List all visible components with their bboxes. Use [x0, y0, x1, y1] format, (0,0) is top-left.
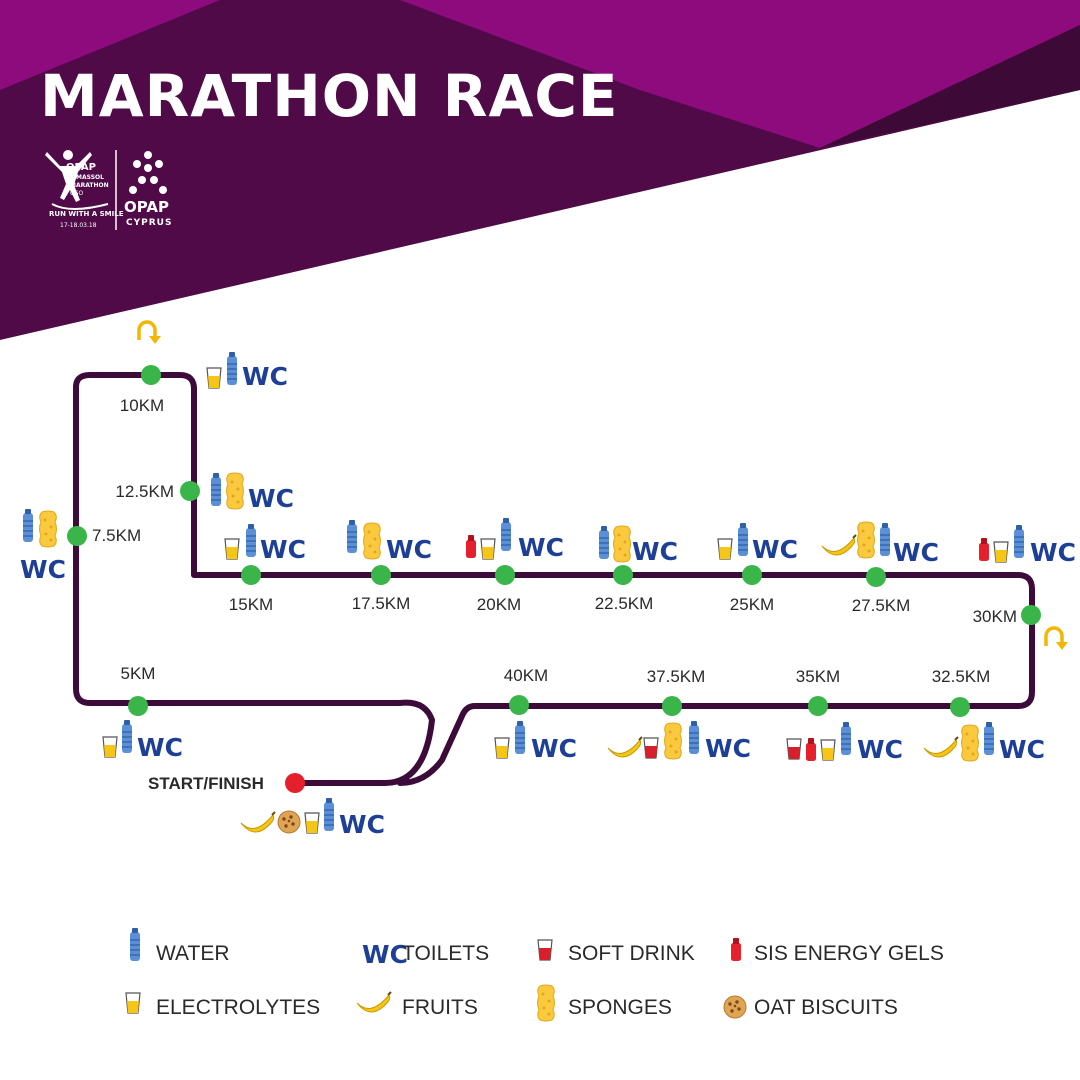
legend-banana-icon: [356, 991, 392, 1013]
checkpoint-dot-7.5km: [67, 526, 87, 546]
legend-label-energy-gels: SIS ENERGY GELS: [754, 942, 944, 965]
svg-text:WC: WC: [20, 555, 66, 584]
checkpoint-label: 30KM: [972, 607, 1017, 626]
checkpoint-label: 15KM: [228, 595, 274, 614]
checkpoint-dot-27.5km: [866, 567, 886, 587]
legend-label-sponges: SPONGES: [568, 996, 672, 1019]
legend-electrolytes-icon: [125, 992, 141, 1014]
logo-tagline: RUN WITH A SMILE: [49, 210, 124, 218]
checkpoint-dot-22.5km: [613, 565, 633, 585]
checkpoint-label: 27.5KM: [851, 596, 911, 615]
svg-text:WC: WC: [339, 810, 385, 839]
svg-text:WC: WC: [632, 537, 678, 566]
checkpoint-label: 5KM: [120, 664, 156, 683]
checkpoint-dot-35km: [808, 696, 828, 716]
aid-station-30km-icons: WC: [979, 524, 1076, 567]
aid-station-5km-icons: WC: [102, 719, 183, 762]
logo-marathon-line4: GSO: [70, 190, 84, 197]
checkpoint-label: 17.5KM: [351, 594, 411, 613]
svg-text:WC: WC: [857, 735, 903, 764]
checkpoint-label: 35KM: [795, 667, 841, 686]
start-finish-icons: WC: [240, 797, 385, 839]
checkpoint-label: 7.5KM: [92, 526, 142, 545]
legend-label-fruits: FRUITS: [402, 996, 478, 1019]
aid-station-37.5km-icons: WC: [607, 720, 751, 763]
svg-text:WC: WC: [531, 734, 577, 763]
legend-label-electrolytes: ELECTROLYTES: [156, 996, 321, 1019]
svg-text:WC: WC: [242, 362, 288, 391]
aid-station-7.5km-icons: WC: [20, 508, 66, 584]
legend-icons: WC: [125, 927, 747, 1022]
legend-label-water: WATER: [156, 942, 230, 965]
turnaround-arrow-icon: [1044, 626, 1070, 652]
legend-label-soft-drink: SOFT DRINK: [568, 942, 695, 965]
svg-text:WC: WC: [137, 733, 183, 762]
legend-energy-gel-icon: [731, 938, 741, 961]
checkpoint-dot-10km: [141, 365, 161, 385]
checkpoint-dot-30km: [1021, 605, 1041, 625]
aid-station-10km-icons: WC: [206, 351, 288, 391]
aid-station-27.5km-icons: WC: [821, 521, 939, 567]
checkpoint-dot-32.5km: [950, 697, 970, 717]
checkpoint-dot-40km: [509, 695, 529, 715]
checkpoint-dot-5km: [128, 696, 148, 716]
checkpoint-label: 40KM: [503, 666, 549, 685]
opap-logo-name: OPAP: [124, 198, 169, 216]
logo-marathon-line2: LIMASSOL: [70, 174, 104, 181]
svg-text:WC: WC: [1030, 538, 1076, 567]
aid-station-12.5km-icons: WC: [210, 472, 294, 513]
aid-station-22.5km-icons: WC: [598, 525, 678, 566]
checkpoint-label: 22.5KM: [594, 594, 654, 613]
logo-marathon-line1: OPAP: [66, 162, 96, 173]
svg-text:WC: WC: [386, 535, 432, 564]
checkpoint-label: 25KM: [729, 595, 775, 614]
marathon-route-path: [73, 372, 1035, 786]
aid-station-15km-icons: WC: [224, 523, 306, 564]
aid-station-32.5km-icons: WC: [923, 721, 1045, 764]
legend-wc-icon: WC: [362, 940, 408, 969]
opap-logo-star-icon: [129, 151, 167, 194]
turnaround-arrow-icon: [137, 320, 163, 346]
checkpoint-label: 20KM: [476, 595, 522, 614]
start-finish-dot: [285, 773, 305, 793]
svg-text:WC: WC: [705, 734, 751, 763]
checkpoint-label: 12.5KM: [115, 482, 174, 501]
legend-oat-biscuit-icon: [723, 995, 747, 1019]
header-background: [0, 0, 1080, 340]
logo-marathon-line3: MARATHON: [70, 182, 109, 189]
checkpoint-markers: [67, 365, 1041, 717]
checkpoint-dot-37.5km: [662, 696, 682, 716]
checkpoint-label: 32.5KM: [931, 667, 991, 686]
svg-text:WC: WC: [752, 535, 798, 564]
legend-label-oat-biscuits: OAT BISCUITS: [754, 996, 898, 1019]
checkpoint-dot-17.5km: [371, 565, 391, 585]
opap-logo-country: CYPRUS: [126, 218, 173, 228]
svg-text:WC: WC: [248, 484, 294, 513]
aid-station-17.5km-icons: WC: [346, 519, 432, 564]
aid-station-20km-icons: WC: [466, 517, 564, 562]
aid-station-40km-icons: WC: [494, 720, 577, 763]
start-finish-label: START/FINISH: [148, 774, 264, 793]
legend-label-toilets: TOILETS: [402, 942, 490, 965]
legend-sponge-icon: [537, 984, 555, 1022]
page-title: MARATHON RACE: [40, 62, 619, 130]
aid-station-35km-icons: WC: [786, 721, 903, 764]
marathon-logo-runner-icon: [45, 150, 109, 210]
checkpoint-label: 10KM: [119, 396, 165, 415]
checkpoint-label: 37.5KM: [646, 667, 706, 686]
legend-soft-drink-icon: [537, 939, 553, 961]
checkpoint-dot-15km: [241, 565, 261, 585]
checkpoint-dot-25km: [742, 565, 762, 585]
svg-text:WC: WC: [893, 538, 939, 567]
svg-text:WC: WC: [999, 735, 1045, 764]
svg-text:WC: WC: [260, 535, 306, 564]
aid-station-25km-icons: WC: [717, 522, 798, 564]
svg-text:WC: WC: [518, 533, 564, 562]
logo-dates: 17-18.03.18: [60, 222, 97, 229]
checkpoint-dot-12.5km: [180, 481, 200, 501]
checkpoint-dot-20km: [495, 565, 515, 585]
legend-water-icon: [129, 927, 141, 962]
